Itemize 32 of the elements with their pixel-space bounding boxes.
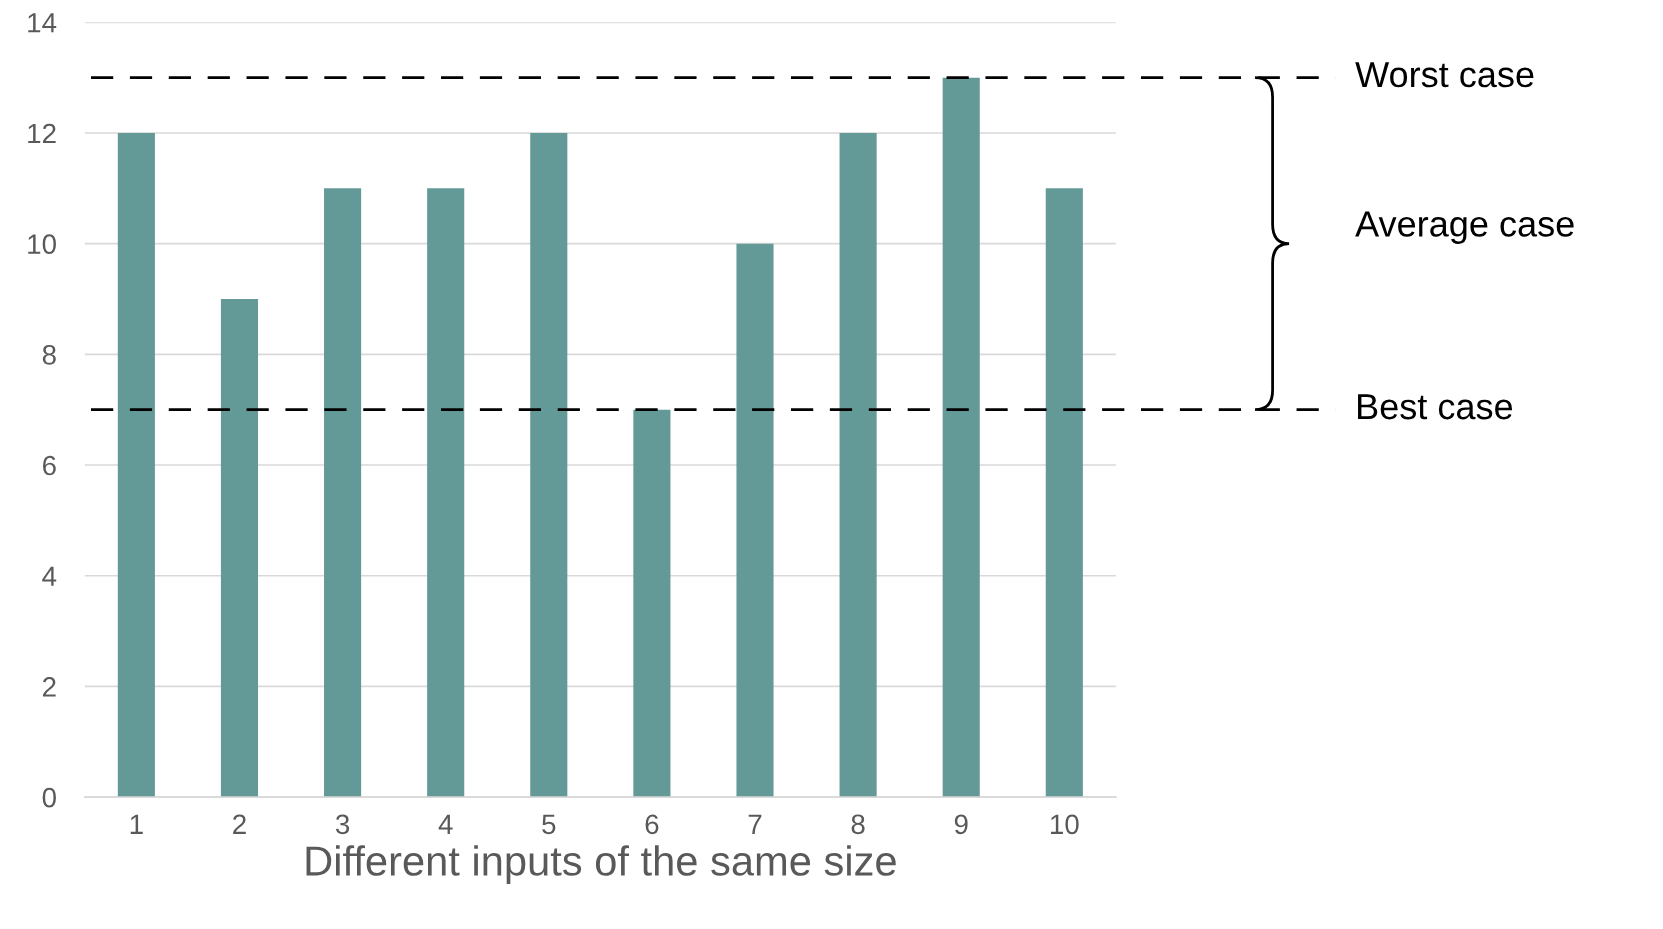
bar bbox=[736, 243, 774, 798]
y-tick-label: 8 bbox=[42, 345, 56, 365]
y-tick-label: 10 bbox=[28, 234, 56, 254]
x-axis-title: Different inputs of the same size bbox=[306, 845, 896, 885]
bar bbox=[633, 409, 671, 798]
ref-line-label: Best case bbox=[1358, 394, 1513, 420]
y-tick-label: 4 bbox=[42, 566, 57, 586]
bar bbox=[942, 77, 980, 798]
x-tick-label: 10 bbox=[1050, 814, 1079, 835]
x-tick-label: 7 bbox=[748, 814, 762, 834]
bar bbox=[220, 299, 259, 798]
bar bbox=[1045, 188, 1083, 798]
bar bbox=[530, 132, 568, 798]
x-tick-label: 3 bbox=[335, 814, 350, 835]
x-tick-label: 5 bbox=[542, 814, 556, 835]
bar bbox=[839, 132, 877, 798]
x-tick-label: 2 bbox=[233, 814, 246, 834]
x-tick-label: 8 bbox=[851, 814, 865, 835]
x-tick-label: 1 bbox=[130, 814, 143, 834]
x-tick-label: 9 bbox=[954, 814, 968, 835]
ref-line-label: Worst case bbox=[1355, 62, 1534, 88]
y-tick-label: 12 bbox=[28, 123, 56, 144]
bar bbox=[324, 188, 362, 798]
x-tick-label: 4 bbox=[438, 814, 453, 834]
bar bbox=[427, 188, 465, 798]
bar bbox=[117, 132, 155, 798]
y-tick-label: 6 bbox=[43, 455, 56, 476]
y-tick-label: 14 bbox=[28, 13, 57, 33]
y-tick-label: 0 bbox=[42, 787, 56, 808]
text: Average case bbox=[1355, 211, 1574, 244]
y-tick-label: 2 bbox=[42, 677, 56, 697]
x-tick-label: 6 bbox=[645, 814, 659, 835]
